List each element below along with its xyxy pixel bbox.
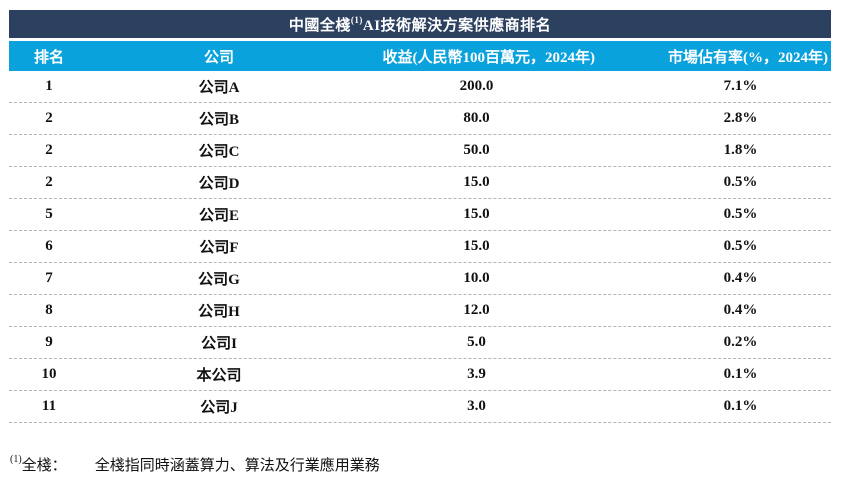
table-row: 1 公司A 200.0 7.1% (9, 71, 831, 103)
ranking-table: 中國全棧(1)AI技術解決方案供應商排名 排名 公司 收益(人民幣100百萬元，… (9, 10, 831, 423)
company-cell: 公司F (199, 240, 239, 256)
company-cell: 公司B (198, 112, 239, 128)
rank-cell: 2 (45, 174, 53, 190)
market-share-cell: 0.2% (723, 334, 758, 350)
revenue-cell: 200.0 (459, 78, 494, 94)
table-row: 5 公司E 15.0 0.5% (9, 199, 831, 231)
table-title-suffix: AI技術解決方案供應商排名 (362, 17, 552, 34)
rank-cell: 2 (45, 110, 53, 126)
table-row: 11 公司J 3.0 0.1% (9, 391, 831, 423)
footnote-definition: 全棧指同時涵蓋算力、算法及行業應用業務 (94, 458, 380, 474)
market-share-cell: 0.5% (723, 238, 758, 254)
rank-cell: 8 (45, 302, 53, 318)
market-share-cell: 0.5% (723, 174, 758, 190)
market-share-cell: 2.8% (723, 110, 758, 126)
table-body: 1 公司A 200.0 7.1% 2 公司B 80.0 2.8% 2 公司C 5… (9, 71, 831, 423)
market-share-cell: 0.4% (723, 302, 758, 318)
revenue-cell: 50.0 (463, 142, 490, 158)
revenue-cell: 15.0 (463, 238, 490, 254)
table-row: 2 公司C 50.0 1.8% (9, 135, 831, 167)
rank-cell: 10 (41, 366, 57, 382)
company-cell: 公司E (198, 208, 239, 224)
table-title-superscript: (1) (350, 14, 363, 25)
company-cell: 公司C (198, 144, 240, 160)
revenue-cell: 3.0 (467, 398, 486, 414)
company-cell: 公司G (198, 272, 240, 288)
footnote: (1)全棧： 全棧指同時涵蓋算力、算法及行業應用業務 (10, 454, 380, 475)
rank-cell: 7 (45, 270, 53, 286)
market-share-cell: 0.1% (723, 366, 758, 382)
revenue-cell: 80.0 (463, 110, 490, 126)
company-cell: 公司I (201, 336, 237, 352)
market-share-cell: 0.4% (723, 270, 758, 286)
column-header-row: 排名 公司 收益(人民幣100百萬元，2024年) 市場佔有率(%，2024年) (9, 41, 831, 71)
rank-cell: 1 (45, 78, 53, 94)
company-cell: 公司H (198, 304, 240, 320)
market-share-cell: 7.1% (723, 78, 758, 94)
table-title-prefix: 中國全棧 (288, 17, 351, 34)
company-cell: 公司A (198, 80, 240, 96)
table-title: 中國全棧(1)AI技術解決方案供應商排名 (289, 14, 551, 35)
revenue-cell: 15.0 (463, 174, 490, 190)
company-cell: 本公司 (196, 368, 242, 384)
table-row: 2 公司D 15.0 0.5% (9, 167, 831, 199)
footnote-term: 全棧： (21, 458, 67, 474)
rank-cell: 2 (45, 142, 53, 158)
table-row: 9 公司I 5.0 0.2% (9, 327, 831, 359)
column-header-market-share: 市場佔有率(%，2024年) (668, 49, 828, 66)
revenue-cell: 5.0 (467, 334, 486, 350)
revenue-cell: 10.0 (463, 270, 490, 286)
rank-cell: 11 (41, 398, 57, 414)
rank-cell: 9 (45, 334, 53, 350)
revenue-cell: 12.0 (463, 302, 490, 318)
table-row: 8 公司H 12.0 0.4% (9, 295, 831, 327)
table-title-bar: 中國全棧(1)AI技術解決方案供應商排名 (9, 10, 831, 38)
revenue-cell: 3.9 (467, 366, 486, 382)
company-cell: 公司D (198, 176, 240, 192)
column-header-company: 公司 (203, 49, 234, 66)
rank-cell: 6 (45, 238, 53, 254)
revenue-cell: 15.0 (463, 206, 490, 222)
table-row: 10 本公司 3.9 0.1% (9, 359, 831, 391)
table-row: 7 公司G 10.0 0.4% (9, 263, 831, 295)
rank-cell: 5 (45, 206, 53, 222)
market-share-cell: 1.8% (723, 142, 758, 158)
column-header-revenue: 收益(人民幣100百萬元，2024年) (382, 49, 596, 66)
company-cell: 公司J (200, 400, 238, 416)
table-row: 6 公司F 15.0 0.5% (9, 231, 831, 263)
market-share-cell: 0.1% (723, 398, 758, 414)
table-row: 2 公司B 80.0 2.8% (9, 103, 831, 135)
footnote-superscript: (1) (10, 454, 22, 465)
market-share-cell: 0.5% (723, 206, 758, 222)
column-header-rank: 排名 (33, 49, 64, 66)
